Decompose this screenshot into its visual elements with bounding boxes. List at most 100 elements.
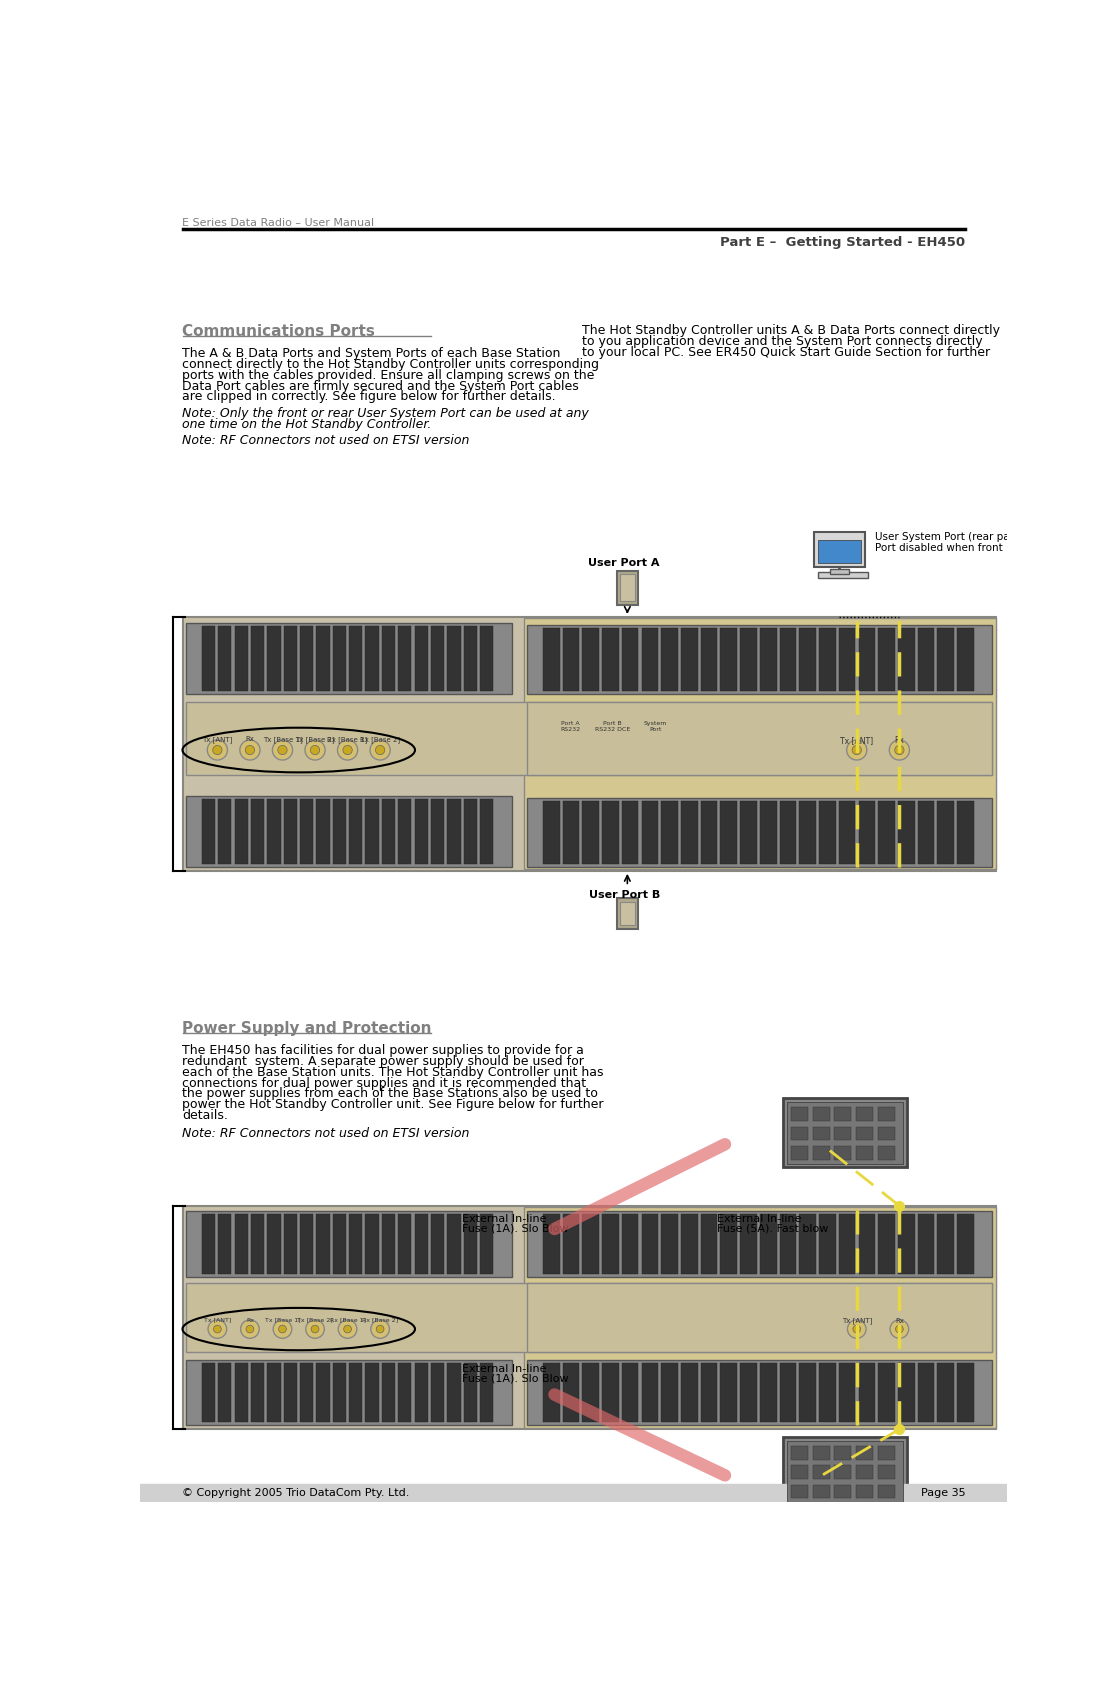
Circle shape <box>239 739 260 760</box>
Text: Tx [Base 2]: Tx [Base 2] <box>295 736 335 743</box>
Bar <box>300 1214 313 1274</box>
Bar <box>791 1146 808 1160</box>
Bar <box>878 628 895 690</box>
Bar <box>431 1362 444 1423</box>
Text: Note: Only the front or rear User System Port can be used at any: Note: Only the front or rear User System… <box>182 407 590 420</box>
Bar <box>877 1107 895 1121</box>
Bar <box>524 618 996 869</box>
Bar <box>829 569 849 574</box>
Bar <box>740 628 756 690</box>
Text: Note: RF Connectors not used on ETSI version: Note: RF Connectors not used on ETSI ver… <box>182 1128 470 1141</box>
Bar <box>740 800 756 864</box>
Bar <box>235 626 247 690</box>
Text: to you application device and the System Port connects directly: to you application device and the System… <box>582 334 982 348</box>
Bar <box>349 800 363 864</box>
Bar <box>760 1362 777 1423</box>
Bar <box>938 628 955 690</box>
Bar <box>366 626 378 690</box>
Text: Part E –  Getting Started - EH450: Part E – Getting Started - EH450 <box>721 236 966 250</box>
Bar <box>856 1107 873 1121</box>
Circle shape <box>890 1320 909 1339</box>
Bar <box>543 1362 560 1423</box>
Bar <box>721 1214 737 1274</box>
Circle shape <box>895 746 904 755</box>
Bar <box>877 1465 895 1479</box>
Bar <box>527 798 993 868</box>
Bar <box>791 1107 808 1121</box>
Bar <box>622 628 639 690</box>
Bar <box>819 1362 836 1423</box>
Circle shape <box>311 1325 319 1334</box>
Bar <box>661 628 678 690</box>
Bar <box>602 800 619 864</box>
Bar <box>721 628 737 690</box>
Bar <box>858 628 875 690</box>
Bar <box>187 797 511 868</box>
Bar <box>140 1484 1007 1502</box>
Bar <box>700 800 717 864</box>
Text: connect directly to the Hot Standby Controller units corresponding: connect directly to the Hot Standby Cont… <box>182 358 600 371</box>
Bar <box>398 1214 412 1274</box>
Text: © Copyright 2005 Trio DataCom Pty. Ltd.: © Copyright 2005 Trio DataCom Pty. Ltd. <box>182 1489 410 1497</box>
Bar <box>681 1362 697 1423</box>
Bar <box>300 800 313 864</box>
Bar <box>366 1362 378 1423</box>
Text: The EH450 has facilities for dual power supplies to provide for a: The EH450 has facilities for dual power … <box>182 1045 584 1057</box>
Bar <box>317 626 330 690</box>
Circle shape <box>207 739 227 760</box>
Bar <box>641 1214 658 1274</box>
Bar <box>527 1212 993 1276</box>
Bar <box>957 800 974 864</box>
Bar <box>218 800 232 864</box>
Text: Fuse (1A). Slo Blow: Fuse (1A). Slo Blow <box>461 1374 568 1384</box>
Bar <box>414 626 427 690</box>
Bar <box>835 1447 852 1460</box>
Bar <box>187 623 511 694</box>
Bar <box>799 1214 816 1274</box>
Bar <box>201 1214 215 1274</box>
Bar <box>787 1102 903 1163</box>
Text: each of the Base Station units. The Hot Standby Controller unit has: each of the Base Station units. The Hot … <box>182 1065 604 1079</box>
Bar <box>349 626 363 690</box>
Bar <box>524 1207 996 1428</box>
Bar <box>284 800 297 864</box>
Text: to your local PC. See ER450 Quick Start Guide Section for further: to your local PC. See ER450 Quick Start … <box>582 346 989 360</box>
Bar <box>812 1126 829 1141</box>
Bar <box>957 1214 974 1274</box>
Text: Tx [ANT]: Tx [ANT] <box>841 1318 872 1325</box>
Bar <box>620 901 636 925</box>
Bar <box>463 800 477 864</box>
Bar <box>681 628 697 690</box>
Bar <box>332 800 346 864</box>
Text: Tx [ANT]: Tx [ANT] <box>203 736 233 743</box>
Bar <box>414 1362 427 1423</box>
Bar <box>819 628 836 690</box>
Bar <box>235 1214 247 1274</box>
Bar <box>480 626 493 690</box>
Bar <box>602 1362 619 1423</box>
Bar <box>661 1362 678 1423</box>
Bar <box>877 1485 895 1499</box>
Bar <box>366 1214 378 1274</box>
Bar <box>641 800 658 864</box>
Bar <box>622 800 639 864</box>
Bar <box>480 1214 493 1274</box>
Bar <box>349 1362 363 1423</box>
Bar <box>641 628 658 690</box>
Bar <box>878 1214 895 1274</box>
Bar <box>812 1485 829 1499</box>
Bar <box>187 1212 511 1276</box>
Text: Note: RF Connectors not used on ETSI version: Note: RF Connectors not used on ETSI ver… <box>182 434 470 447</box>
Bar <box>431 1214 444 1274</box>
Text: The A & B Data Ports and System Ports of each Base Station: The A & B Data Ports and System Ports of… <box>182 348 561 360</box>
Bar <box>382 1362 395 1423</box>
Bar <box>602 1214 619 1274</box>
Bar <box>448 800 461 864</box>
Bar <box>284 626 297 690</box>
Circle shape <box>246 1325 254 1334</box>
Bar <box>480 1362 493 1423</box>
Bar <box>740 1214 756 1274</box>
Bar <box>235 1362 247 1423</box>
Text: Rx [Base 2]: Rx [Base 2] <box>360 736 401 743</box>
Bar <box>897 1214 914 1274</box>
